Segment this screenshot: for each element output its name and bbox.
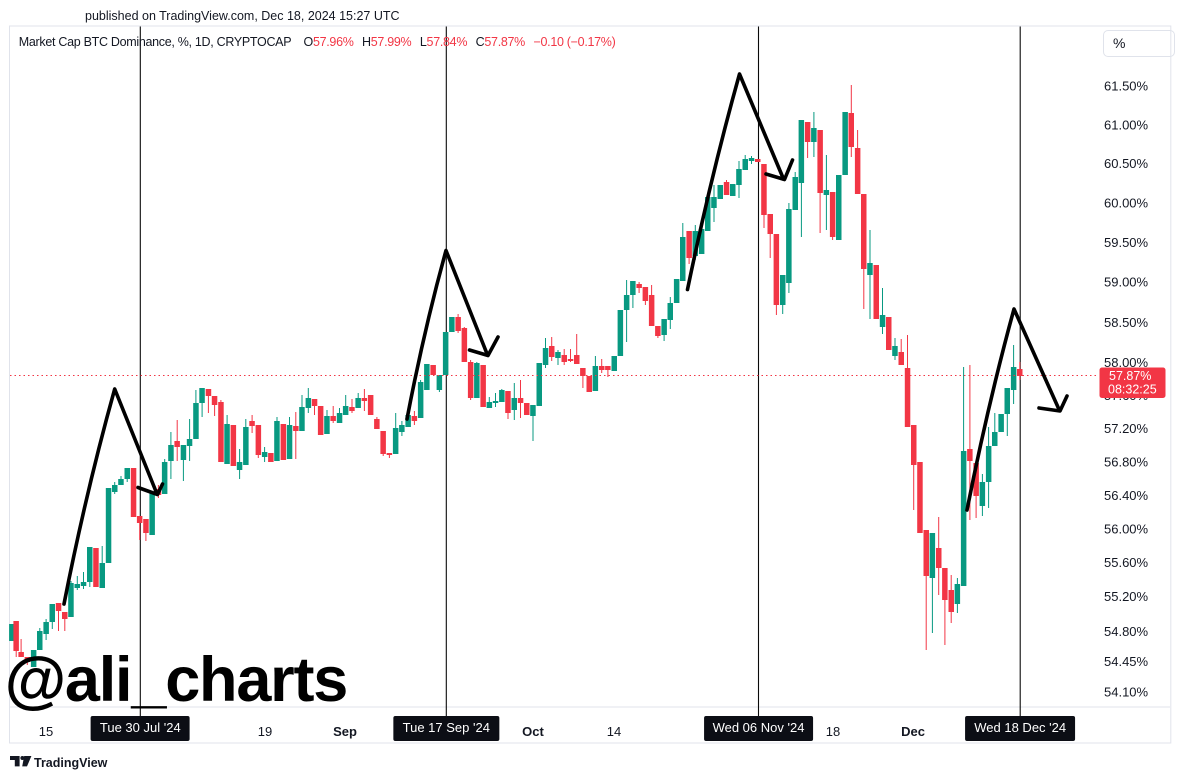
- svg-text:54.80%: 54.80%: [1104, 624, 1149, 639]
- svg-text:56.80%: 56.80%: [1104, 454, 1149, 469]
- svg-text:61.50%: 61.50%: [1104, 79, 1149, 94]
- svg-text:08:32:25: 08:32:25: [1108, 383, 1157, 397]
- svg-text:60.00%: 60.00%: [1104, 195, 1149, 210]
- svg-text:55.20%: 55.20%: [1104, 589, 1149, 604]
- svg-text:54.45%: 54.45%: [1104, 654, 1149, 669]
- svg-text:58.50%: 58.50%: [1104, 315, 1149, 330]
- svg-text:57.87%: 57.87%: [1109, 369, 1151, 383]
- svg-text:61.00%: 61.00%: [1104, 117, 1149, 132]
- svg-text:59.50%: 59.50%: [1104, 235, 1149, 250]
- svg-text:60.50%: 60.50%: [1104, 156, 1149, 171]
- svg-text:56.40%: 56.40%: [1104, 488, 1149, 503]
- svg-text:57.20%: 57.20%: [1104, 421, 1149, 436]
- svg-text:54.10%: 54.10%: [1104, 684, 1149, 699]
- svg-text:59.00%: 59.00%: [1104, 275, 1149, 290]
- svg-text:56.00%: 56.00%: [1104, 521, 1149, 536]
- svg-text:55.60%: 55.60%: [1104, 555, 1149, 570]
- svg-text:58.00%: 58.00%: [1104, 355, 1149, 370]
